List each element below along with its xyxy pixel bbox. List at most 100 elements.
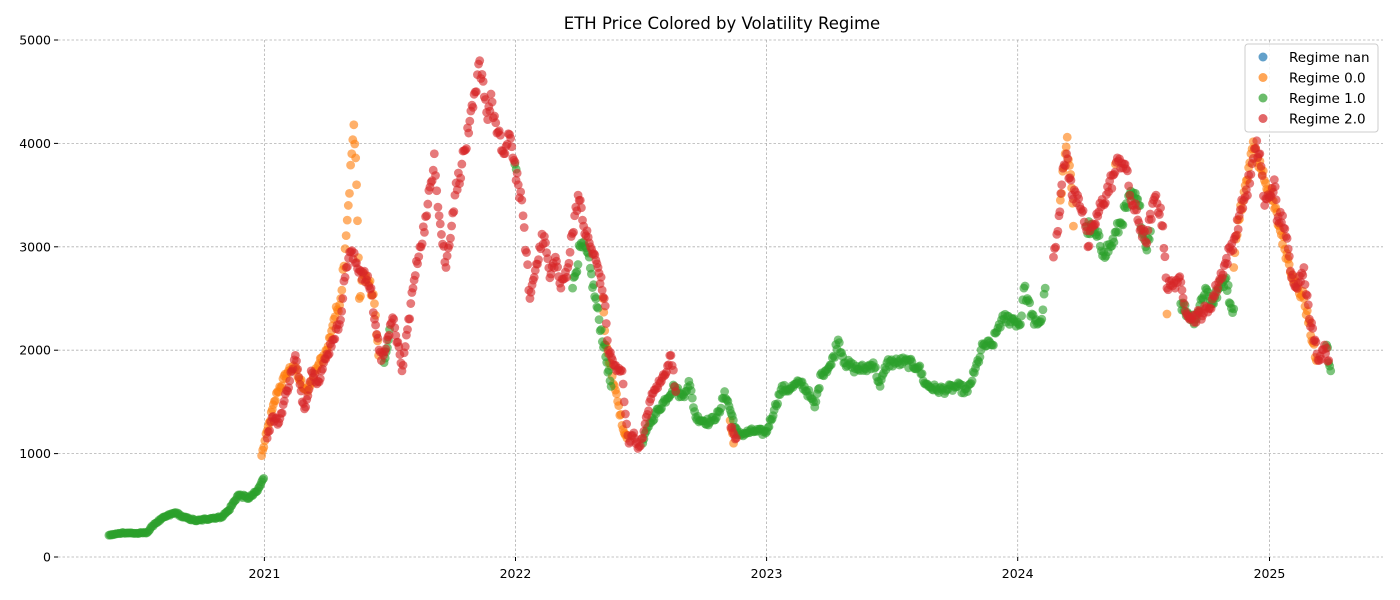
data-point [477, 69, 487, 79]
chart-title: ETH Price Colored by Volatility Regime [564, 14, 880, 33]
data-point [471, 87, 481, 97]
data-point [1155, 210, 1164, 219]
data-point [601, 319, 611, 328]
data-point [1245, 179, 1255, 188]
data-point [1055, 195, 1065, 205]
data-point [293, 364, 303, 374]
legend: Regime nan Regime 0.0 Regime 1.0 Regime 2.0 [1244, 43, 1379, 133]
data-point [406, 299, 416, 308]
data-point [410, 271, 420, 280]
data-point [368, 308, 378, 317]
data-point [834, 338, 844, 348]
data-point [495, 130, 505, 140]
x-tick-label: 2023 [751, 566, 783, 581]
data-point [315, 374, 325, 384]
data-point [1160, 252, 1170, 262]
data-point [373, 333, 383, 343]
data-point [408, 283, 418, 293]
data-point [1246, 170, 1256, 179]
data-point [413, 259, 422, 269]
data-point [270, 396, 280, 405]
data-point [506, 133, 516, 143]
data-point [1223, 280, 1233, 290]
data-point [337, 306, 347, 316]
data-point [304, 385, 314, 394]
data-point [1324, 356, 1334, 365]
data-point [1037, 314, 1047, 324]
y-tick-label: 5000 [19, 33, 51, 48]
data-point [826, 360, 836, 370]
data-point [437, 230, 446, 239]
data-point [1300, 280, 1310, 289]
data-point [429, 149, 439, 159]
data-point [1243, 190, 1252, 200]
data-point [617, 366, 627, 376]
data-point [915, 361, 925, 371]
data-point [1066, 175, 1076, 185]
data-point [1025, 298, 1035, 308]
data-point [1218, 270, 1228, 280]
data-point [1179, 299, 1189, 309]
data-point [1255, 149, 1265, 159]
data-point [668, 365, 678, 375]
data-point [1020, 281, 1030, 291]
data-point [1091, 219, 1100, 229]
data-point [433, 202, 443, 212]
data-point [569, 227, 578, 237]
data-point [597, 285, 607, 295]
data-point [565, 247, 575, 257]
data-point [1142, 238, 1152, 248]
data-point [523, 260, 533, 270]
y-tick-label: 2000 [19, 343, 51, 358]
data-point [526, 287, 536, 297]
legend-label: Regime 1.0 [1289, 91, 1366, 107]
data-point [1074, 194, 1084, 204]
data-point [1284, 260, 1294, 269]
data-point [1223, 259, 1232, 269]
data-point [1270, 182, 1280, 192]
data-point [462, 144, 471, 153]
y-tick-label: 0 [43, 550, 51, 565]
data-point [620, 409, 630, 419]
data-point [279, 396, 289, 406]
data-point [475, 56, 485, 66]
legend-marker [1258, 73, 1268, 82]
data-point [414, 252, 424, 262]
data-point [259, 442, 269, 452]
data-point [432, 186, 442, 196]
data-point [1278, 211, 1287, 221]
data-point [594, 315, 604, 325]
data-point [967, 376, 977, 386]
data-point [417, 239, 427, 249]
data-point [446, 233, 455, 243]
data-point [366, 283, 376, 293]
data-point [389, 314, 399, 324]
data-point [644, 406, 653, 416]
data-point [405, 314, 415, 324]
data-point [541, 238, 550, 248]
legend-label: Regime 0.0 [1289, 71, 1366, 87]
data-point [350, 139, 360, 149]
data-point [591, 294, 601, 304]
data-point [1062, 132, 1072, 142]
data-point [1288, 270, 1298, 280]
data-point [1311, 337, 1321, 347]
data-point [1123, 166, 1132, 176]
data-point [773, 399, 783, 409]
data-point [384, 330, 394, 340]
data-point [490, 111, 499, 121]
data-point [1017, 311, 1026, 321]
data-point [464, 128, 474, 138]
data-point [330, 334, 340, 344]
data-point [618, 379, 628, 389]
data-point [1159, 243, 1169, 253]
data-point [285, 376, 295, 386]
data-point [345, 189, 354, 198]
data-point [1303, 300, 1313, 310]
data-point [349, 120, 359, 130]
data-point [346, 160, 356, 170]
data-point [340, 272, 350, 282]
scatter-points [104, 56, 1336, 540]
data-point [442, 251, 452, 261]
